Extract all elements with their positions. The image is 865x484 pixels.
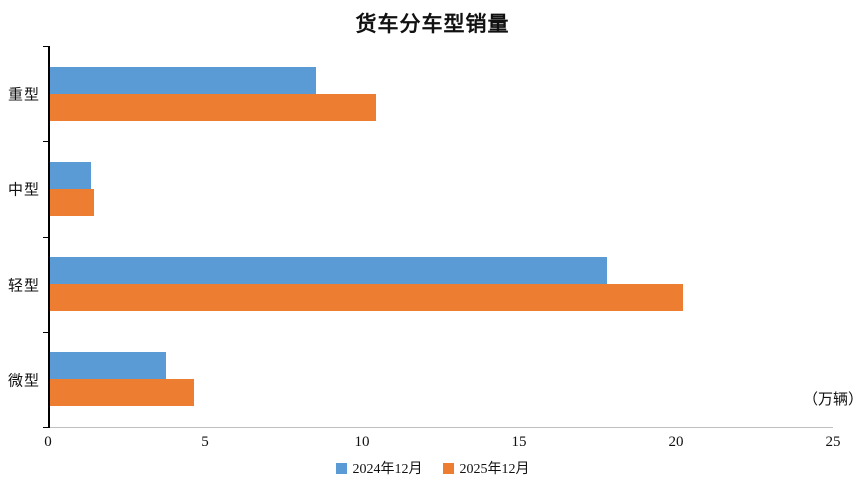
- legend-item-series2: 2025年12月: [442, 458, 530, 478]
- y-axis-tick: [43, 427, 50, 428]
- category-label: 微型: [7, 373, 40, 390]
- legend-item-series1: 2024年12月: [335, 458, 423, 478]
- y-axis-tick: [43, 141, 50, 143]
- bar-series2-微型: [50, 379, 195, 407]
- category-label: 重型: [7, 87, 40, 104]
- y-axis-category-labels: 重型 中型 轻型 微型: [0, 46, 40, 428]
- x-axis-tick-label: 25: [825, 434, 841, 450]
- category-band: [50, 237, 833, 332]
- bar-series2-重型: [50, 93, 376, 121]
- chart-title: 货车分车型销量: [355, 12, 510, 36]
- y-axis-tick: [43, 331, 50, 333]
- plot-area: [43, 46, 833, 428]
- x-axis-tick-labels: 0 5 10 15 20 25: [44, 434, 840, 452]
- x-axis-tick-label: 5: [201, 434, 209, 450]
- category-band: [50, 46, 833, 141]
- legend: 2024年12月 2025年12月: [0, 458, 865, 478]
- axis-unit-label: （万辆）: [802, 392, 863, 408]
- category-band: [50, 141, 833, 236]
- x-axis-tick-label: 0: [44, 434, 52, 450]
- y-axis-tick: [43, 46, 50, 47]
- x-axis-tick-label: 15: [511, 434, 527, 450]
- y-axis-tick: [43, 236, 50, 238]
- category-label: 中型: [7, 182, 40, 199]
- legend-swatch-icon: [442, 462, 454, 474]
- bar-series1-中型: [50, 161, 91, 189]
- legend-swatch-icon: [335, 462, 347, 474]
- category-label: 轻型: [7, 278, 40, 295]
- legend-label: 2025年12月: [459, 462, 530, 477]
- x-axis-tick-label: 10: [354, 434, 370, 450]
- bar-series2-中型: [50, 188, 94, 216]
- bar-series1-重型: [50, 66, 317, 94]
- bar-series1-轻型: [50, 257, 608, 285]
- legend-label: 2024年12月: [352, 462, 423, 477]
- bar-series1-微型: [50, 352, 166, 380]
- x-axis-tick-label: 20: [668, 434, 684, 450]
- category-band: [50, 332, 833, 427]
- bar-series2-轻型: [50, 284, 683, 312]
